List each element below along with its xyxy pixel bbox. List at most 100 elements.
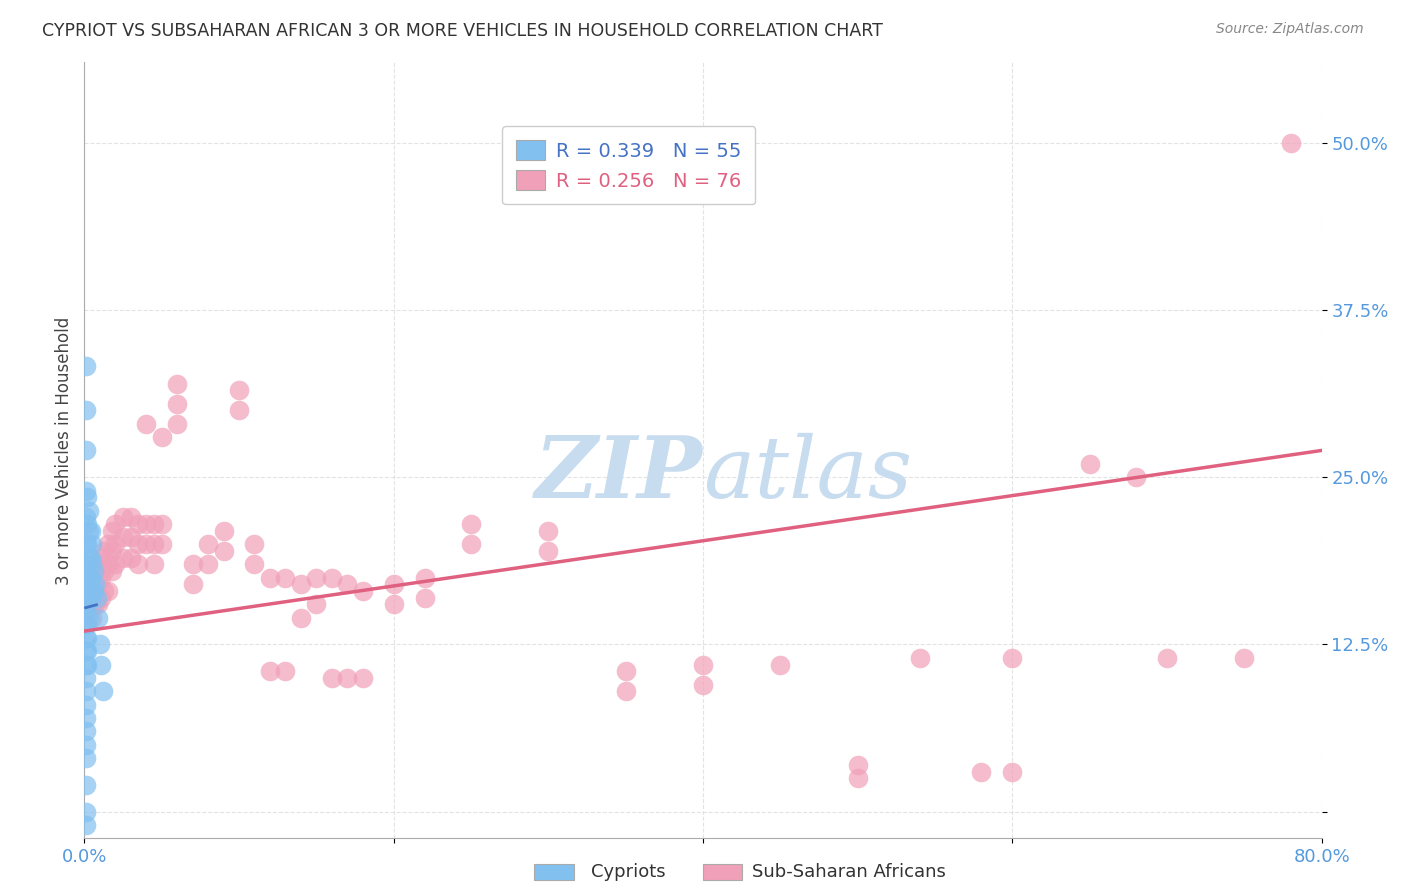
Text: ZIP: ZIP <box>536 432 703 516</box>
Point <box>75 557 97 572</box>
Point <box>75 738 97 752</box>
Point <box>305 598 328 612</box>
Point <box>460 517 482 532</box>
Text: Source: ZipAtlas.com: Source: ZipAtlas.com <box>1216 22 1364 37</box>
Point <box>166 397 188 411</box>
Point <box>75 671 97 685</box>
Point <box>112 530 135 544</box>
Point <box>76 517 98 532</box>
Point <box>79 571 101 585</box>
Point <box>75 577 97 591</box>
Text: atlas: atlas <box>703 433 912 515</box>
Point <box>87 611 110 625</box>
Point <box>127 557 149 572</box>
Point <box>692 678 714 692</box>
Point <box>143 537 166 551</box>
Point <box>84 598 107 612</box>
Point <box>75 778 97 792</box>
Point <box>150 537 173 551</box>
Point <box>83 584 105 599</box>
Point <box>93 564 115 578</box>
Point <box>769 657 792 672</box>
Point <box>143 517 166 532</box>
Point <box>537 544 560 558</box>
Point <box>86 591 108 605</box>
Point <box>112 510 135 524</box>
Point <box>228 403 250 417</box>
Point <box>1156 651 1178 665</box>
Point <box>79 524 101 538</box>
Point <box>382 598 405 612</box>
Legend: R = 0.339   N = 55, R = 0.256   N = 76: R = 0.339 N = 55, R = 0.256 N = 76 <box>502 127 755 204</box>
Point <box>76 537 98 551</box>
Point <box>79 591 101 605</box>
Point <box>91 684 114 698</box>
Point <box>181 577 204 591</box>
Point <box>75 711 97 725</box>
Text: Sub-Saharan Africans: Sub-Saharan Africans <box>752 863 946 881</box>
Point <box>135 517 157 532</box>
Point <box>127 517 149 532</box>
Point <box>614 665 637 679</box>
Point <box>75 805 97 819</box>
Point <box>84 564 107 578</box>
Point <box>290 611 312 625</box>
Point <box>382 577 405 591</box>
Point <box>82 598 104 612</box>
Point <box>76 657 98 672</box>
Point <box>135 417 157 431</box>
Point <box>908 651 931 665</box>
Point <box>75 724 97 739</box>
Point <box>77 571 100 585</box>
Point <box>75 684 97 698</box>
Point <box>614 684 637 698</box>
Point <box>166 417 188 431</box>
Point <box>75 657 97 672</box>
Point <box>104 557 127 572</box>
Point <box>77 524 100 538</box>
Point <box>243 537 266 551</box>
Point <box>460 537 482 551</box>
Point <box>846 758 869 772</box>
Point <box>1279 136 1302 150</box>
Point <box>197 537 219 551</box>
Point <box>274 571 297 585</box>
Point <box>101 544 124 558</box>
Point <box>77 611 100 625</box>
Point <box>87 577 110 591</box>
Point <box>76 557 98 572</box>
Point <box>336 577 359 591</box>
Point <box>197 557 219 572</box>
Point <box>274 665 297 679</box>
Point <box>112 550 135 565</box>
Point <box>336 671 359 685</box>
Point <box>290 577 312 591</box>
Point <box>75 604 97 618</box>
Point <box>243 557 266 572</box>
Point <box>82 537 104 551</box>
Point <box>352 671 374 685</box>
Point <box>413 591 436 605</box>
Point <box>75 818 97 832</box>
Point <box>75 591 97 605</box>
Point <box>321 571 343 585</box>
Point <box>77 503 100 517</box>
Point <box>75 510 97 524</box>
Point <box>93 584 115 599</box>
Point <box>90 657 112 672</box>
Point <box>75 483 97 498</box>
Text: Cypriots: Cypriots <box>591 863 665 881</box>
Y-axis label: 3 or more Vehicles in Household: 3 or more Vehicles in Household <box>55 317 73 584</box>
Point <box>75 537 97 551</box>
Point <box>96 537 118 551</box>
Point <box>352 584 374 599</box>
Point <box>82 571 104 585</box>
Point <box>143 557 166 572</box>
Point <box>212 524 235 538</box>
Point <box>1125 470 1147 484</box>
Point <box>82 557 104 572</box>
Text: CYPRIOT VS SUBSAHARAN AFRICAN 3 OR MORE VEHICLES IN HOUSEHOLD CORRELATION CHART: CYPRIOT VS SUBSAHARAN AFRICAN 3 OR MORE … <box>42 22 883 40</box>
Point <box>150 430 173 444</box>
Point <box>75 644 97 658</box>
Point <box>212 544 235 558</box>
